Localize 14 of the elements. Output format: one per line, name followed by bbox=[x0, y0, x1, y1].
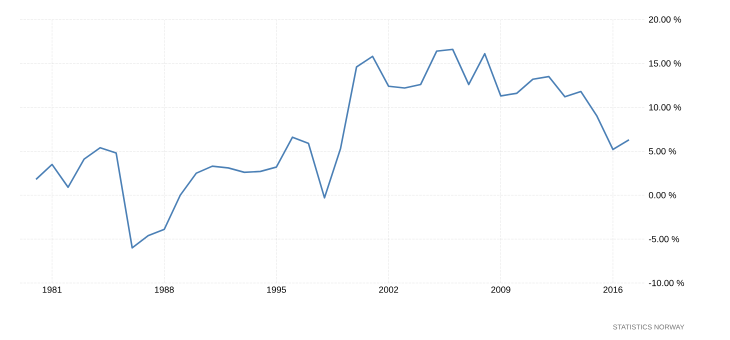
x-tick-label: 2016 bbox=[603, 286, 623, 293]
x-tick-label: 2002 bbox=[379, 286, 398, 293]
y-tick-label: 20.00 % bbox=[648, 16, 682, 23]
x-tick-label: 2009 bbox=[491, 286, 510, 293]
y-tick-label: -5.00 % bbox=[648, 236, 680, 242]
y-tick-label: 10.00 % bbox=[649, 104, 682, 111]
y-tick-label: 0.00 % bbox=[648, 192, 676, 198]
y-tick-label: -10.00 % bbox=[648, 280, 684, 286]
x-tick-label: 1981 bbox=[42, 286, 62, 293]
line-series bbox=[35, 48, 630, 249]
x-tick-label: 1995 bbox=[267, 286, 286, 293]
x-tick-label: 1988 bbox=[154, 286, 174, 293]
y-tick-label: 5.00 % bbox=[648, 148, 676, 154]
y-tick-label: 15.00 % bbox=[649, 60, 682, 67]
